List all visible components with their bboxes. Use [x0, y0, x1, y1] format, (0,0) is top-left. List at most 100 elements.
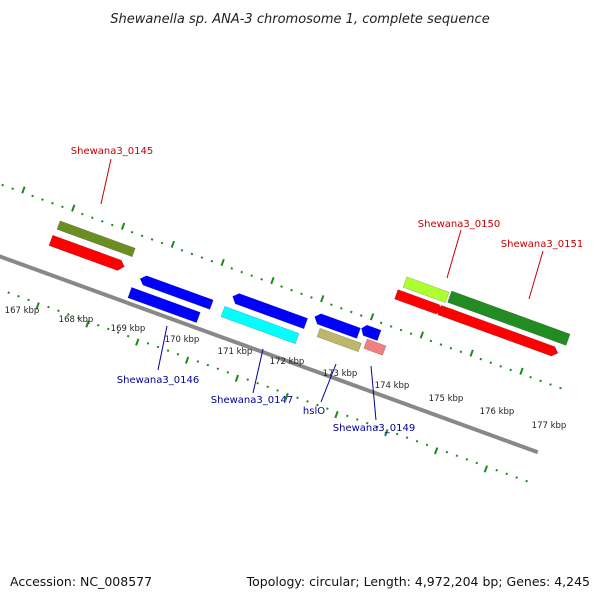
- reverse-scale-tick: [27, 298, 30, 302]
- forward-scale-tick: [399, 328, 403, 332]
- reverse-scale-ticks: [7, 291, 528, 483]
- reverse-scale-tick: [433, 447, 439, 455]
- forward-scale-tick: [180, 249, 184, 252]
- gene-shewana3-0146[interactable]: [127, 286, 201, 324]
- map-title: Shewanella sp. ANA-3 chromosome 1, compl…: [110, 12, 489, 27]
- forward-scale-tick: [469, 349, 474, 357]
- scale-label: 169 kbp: [111, 324, 146, 334]
- forward-scale-tick: [479, 357, 483, 361]
- reverse-scale-tick: [17, 294, 20, 298]
- forward-scale-ticks: [1, 183, 562, 390]
- gene-shewana3-0145-feature[interactable]: [56, 220, 136, 258]
- forward-scale-tick: [230, 267, 234, 270]
- leader-line: [100, 158, 112, 205]
- leader-line: [252, 348, 264, 394]
- forward-scale-tick: [160, 241, 164, 245]
- reverse-scale-tick: [216, 367, 220, 371]
- scale-labels: 167 kbp 168 kbp 169 kbp 170 kbp 171 kbp …: [5, 306, 567, 431]
- reverse-scale-tick: [415, 439, 419, 443]
- reverse-scale-tick: [334, 410, 339, 419]
- forward-scale-tick: [379, 321, 383, 325]
- gene-label-shewana3-0150[interactable]: Shewana3_0150: [418, 219, 500, 230]
- forward-scale-tick: [449, 346, 453, 350]
- gene-shewana3-0149[interactable]: [363, 338, 387, 356]
- reverse-strand-genes: [127, 274, 387, 356]
- reverse-scale-tick: [166, 349, 170, 352]
- gene-shewana3-0151[interactable]: [437, 304, 560, 357]
- forward-scale-tick: [559, 386, 562, 390]
- forward-scale-tick: [539, 379, 542, 383]
- reverse-scale-tick: [365, 421, 369, 425]
- scale-label: 171 kbp: [218, 347, 253, 357]
- reverse-scale-tick: [196, 360, 200, 363]
- reverse-scale-tick: [525, 479, 528, 483]
- forward-scale-tick: [61, 205, 64, 209]
- forward-scale-tick: [110, 223, 114, 227]
- scale-label: 173 kbp: [323, 369, 358, 379]
- forward-scale-tick: [31, 194, 34, 198]
- reverse-scale-tick: [316, 403, 319, 407]
- reverse-scale-tick: [465, 458, 469, 461]
- forward-scale-tick: [359, 314, 363, 317]
- gene-shewana3-0151-feature[interactable]: [447, 290, 571, 346]
- forward-scale-tick: [499, 365, 502, 368]
- reverse-scale-tick: [296, 396, 299, 400]
- gene-shewana3-0150-feature[interactable]: [402, 276, 450, 303]
- gene-label-shewana3-0147[interactable]: Shewana3_0147: [211, 395, 293, 406]
- scale-label: 167 kbp: [5, 306, 40, 316]
- reverse-scale-tick: [425, 443, 429, 447]
- gene-label-shewana3-0151[interactable]: Shewana3_0151: [501, 239, 583, 250]
- reverse-scale-tick: [7, 291, 10, 294]
- scale-label: 172 kbp: [270, 357, 305, 367]
- forward-scale-tick: [210, 259, 214, 263]
- scale-label: 168 kbp: [59, 315, 94, 325]
- reverse-scale-tick: [97, 323, 100, 327]
- gene-label-shewana3-0145[interactable]: Shewana3_0145: [71, 146, 153, 157]
- leader-line: [370, 365, 377, 421]
- forward-scale-tick: [130, 230, 134, 234]
- forward-scale-tick: [11, 187, 14, 190]
- gene-hslo[interactable]: [316, 327, 362, 353]
- gene-upper-blue-1[interactable]: [138, 274, 214, 310]
- reverse-scale-tick: [116, 331, 120, 334]
- reverse-scale-tick: [77, 316, 80, 320]
- forward-scale-tick: [320, 295, 325, 303]
- scale-label: 177 kbp: [532, 421, 567, 431]
- forward-scale-tick: [519, 367, 524, 375]
- forward-scale-tick: [260, 278, 263, 281]
- reverse-scale-tick: [156, 345, 160, 349]
- reverse-scale-tick: [176, 352, 180, 356]
- reverse-scale-tick: [306, 400, 309, 403]
- forward-scale-tick: [41, 198, 44, 201]
- leader-line: [320, 363, 337, 403]
- scale-label: 174 kbp: [375, 381, 410, 391]
- gene-label-shewana3-0149[interactable]: Shewana3_0149: [333, 423, 415, 434]
- forward-scale-tick: [81, 212, 84, 216]
- forward-scale-tick: [21, 186, 26, 194]
- forward-strand-genes: [48, 220, 571, 357]
- forward-scale-tick: [270, 276, 275, 285]
- gene-shewana3-0149-upper[interactable]: [359, 324, 382, 341]
- reverse-scale-tick: [184, 356, 190, 364]
- reverse-scale-tick: [355, 418, 359, 421]
- reverse-scale-tick: [85, 320, 90, 328]
- forward-scale-tick: [439, 343, 443, 346]
- forward-scale-tick: [310, 296, 313, 299]
- gene-label-shewana3-0146[interactable]: Shewana3_0146: [117, 375, 199, 386]
- accession-text: Accession: NC_008577: [10, 574, 152, 589]
- reverse-scale-tick: [284, 392, 289, 401]
- gene-shewana3-0148[interactable]: [313, 312, 361, 339]
- chromosome-backbone: [0, 217, 539, 455]
- reverse-scale-tick: [483, 465, 489, 473]
- reverse-scale-tick: [276, 389, 279, 392]
- reverse-scale-tick: [256, 381, 259, 385]
- gene-label-hslo[interactable]: hslO: [303, 406, 325, 417]
- gene-upper-blue-2[interactable]: [231, 292, 309, 330]
- reverse-scale-tick: [106, 327, 110, 331]
- reverse-scale-tick: [266, 385, 269, 389]
- gene-shewana3-0147[interactable]: [220, 305, 300, 345]
- gene-shewana3-0145[interactable]: [48, 234, 126, 272]
- forward-scale-tick: [350, 310, 353, 314]
- forward-scale-tick: [409, 332, 413, 335]
